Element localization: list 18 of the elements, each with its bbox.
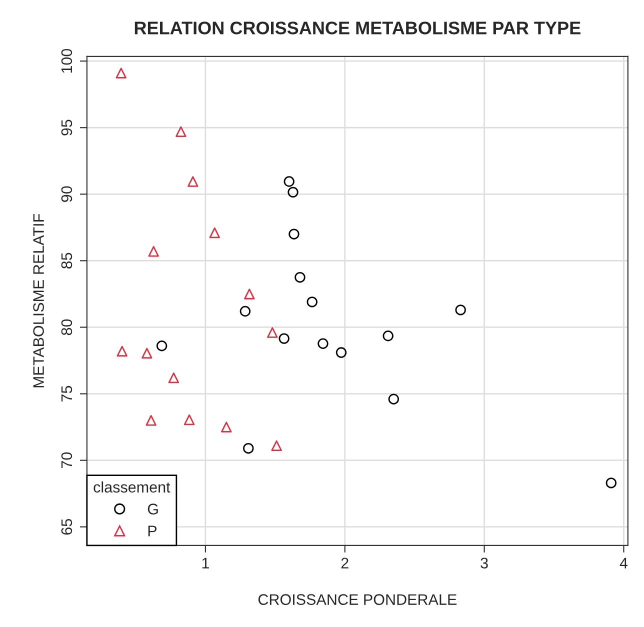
legend-title: classement xyxy=(94,481,170,493)
y-tick-label: 100 xyxy=(61,48,72,73)
legend-label: P xyxy=(148,526,157,536)
x-tick-label: 1 xyxy=(202,558,209,568)
y-tick-label: 70 xyxy=(61,452,72,468)
x-tick-label: 4 xyxy=(620,558,628,568)
chart-title: RELATION CROISSANCE METABOLISME PAR TYPE xyxy=(134,22,580,34)
y-tick-label: 65 xyxy=(61,519,72,535)
y-tick-label: 90 xyxy=(61,186,72,202)
x-axis-title: CROISSANCE PONDERALE xyxy=(258,594,457,605)
y-axis-title: METABOLISME RELATIF xyxy=(33,214,44,388)
x-tick-label: 3 xyxy=(480,558,488,569)
y-tick-label: 75 xyxy=(61,386,72,402)
legend-label: G xyxy=(148,504,158,514)
y-tick-label: 80 xyxy=(61,319,72,336)
y-tick-label: 85 xyxy=(61,252,72,269)
y-tick-label: 95 xyxy=(61,120,72,136)
x-tick-label: 2 xyxy=(341,558,348,568)
